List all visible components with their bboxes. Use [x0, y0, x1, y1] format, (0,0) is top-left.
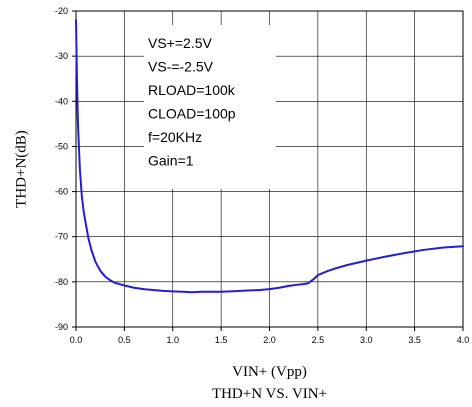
series-layer: [75, 19, 464, 294]
y-axis-title: THD+N(dB): [13, 130, 29, 208]
annotation-line: VS+=2.5V: [148, 35, 212, 51]
x-tick-label: 0.5: [118, 335, 131, 345]
annotation-background: [144, 25, 276, 189]
x-tick-label: 4.0: [457, 335, 470, 345]
annotation-line: Gain=1: [148, 153, 194, 169]
x-tick-label: 1.5: [215, 335, 228, 345]
annotation-line: f=20KHz: [148, 129, 202, 145]
y-tick-label: -70: [55, 232, 68, 242]
x-tick-label: 2.0: [263, 335, 276, 345]
y-tick-label: -90: [55, 322, 68, 332]
thd-n-series-line: [75, 19, 464, 294]
annotation-line: VS-=-2.5V: [148, 59, 214, 75]
x-tick-label: 1.0: [166, 335, 179, 345]
annotation-box: VS+=2.5V VS-=-2.5V RLOAD=100k CLOAD=100p f=2…: [144, 25, 276, 189]
axis-ticks: 0.0 0.5 1.0 1.5 2.0 2.5 3.0 3.5 4.0 -20 -30 -40 -50 -…: [55, 6, 469, 345]
y-tick-label: -20: [55, 6, 68, 16]
y-tick-label: -80: [55, 277, 68, 287]
x-tick-label: 2.5: [312, 335, 325, 345]
y-tick-label: -60: [55, 187, 68, 197]
chart-title: THD+N VS. VIN+: [212, 386, 327, 402]
x-tick-label: 3.5: [408, 335, 421, 345]
y-tick-label: -40: [55, 96, 68, 106]
annotation-line: CLOAD=100p: [148, 106, 236, 122]
y-tick-label: -30: [55, 51, 68, 61]
x-tick-label: 0.0: [70, 335, 83, 345]
x-axis-title: VIN+ (Vpp): [232, 364, 307, 380]
annotation-line: RLOAD=100k: [148, 82, 236, 98]
x-tick-label: 3.0: [360, 335, 373, 345]
y-tick-label: -50: [55, 141, 68, 151]
